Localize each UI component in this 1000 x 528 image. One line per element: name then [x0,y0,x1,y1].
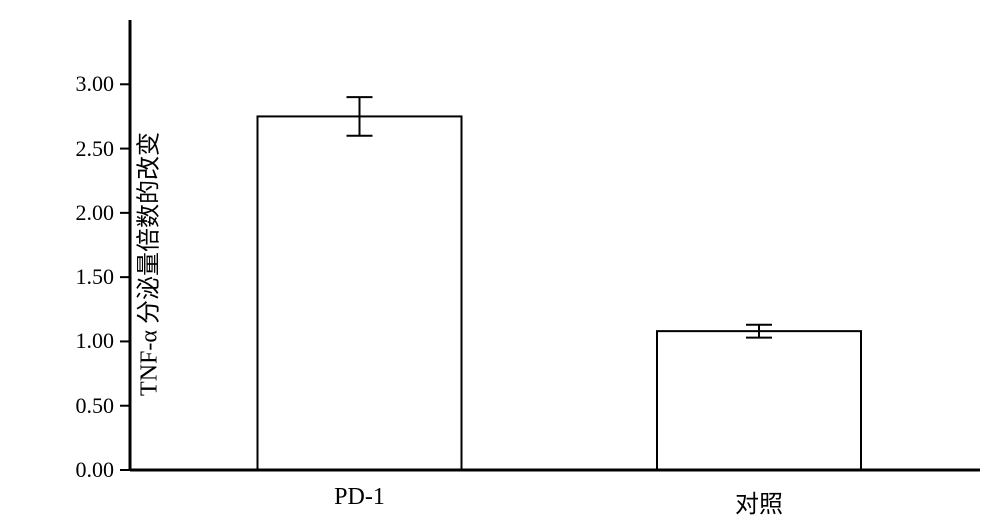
x-tick-label: PD-1 [334,484,385,511]
y-tick-label: 1.50 [60,264,114,290]
bar-chart: TNF-α 分泌量倍数的改变 PD-1 对照 0.00 0.50 1.00 1.50 2.0… [0,0,1000,528]
y-tick-label: 3.00 [60,71,114,97]
y-tick-label: 1.00 [60,328,114,354]
bar [657,331,861,470]
x-tick-label: 对照 [735,484,783,519]
y-tick-label: 0.00 [60,457,114,483]
y-tick-label: 2.00 [60,200,114,226]
y-tick-label: 0.50 [60,393,114,419]
bar [258,116,462,470]
y-tick-label: 2.50 [60,136,114,162]
y-axis-label: TNF-α 分泌量倍数的改变 [128,132,163,396]
